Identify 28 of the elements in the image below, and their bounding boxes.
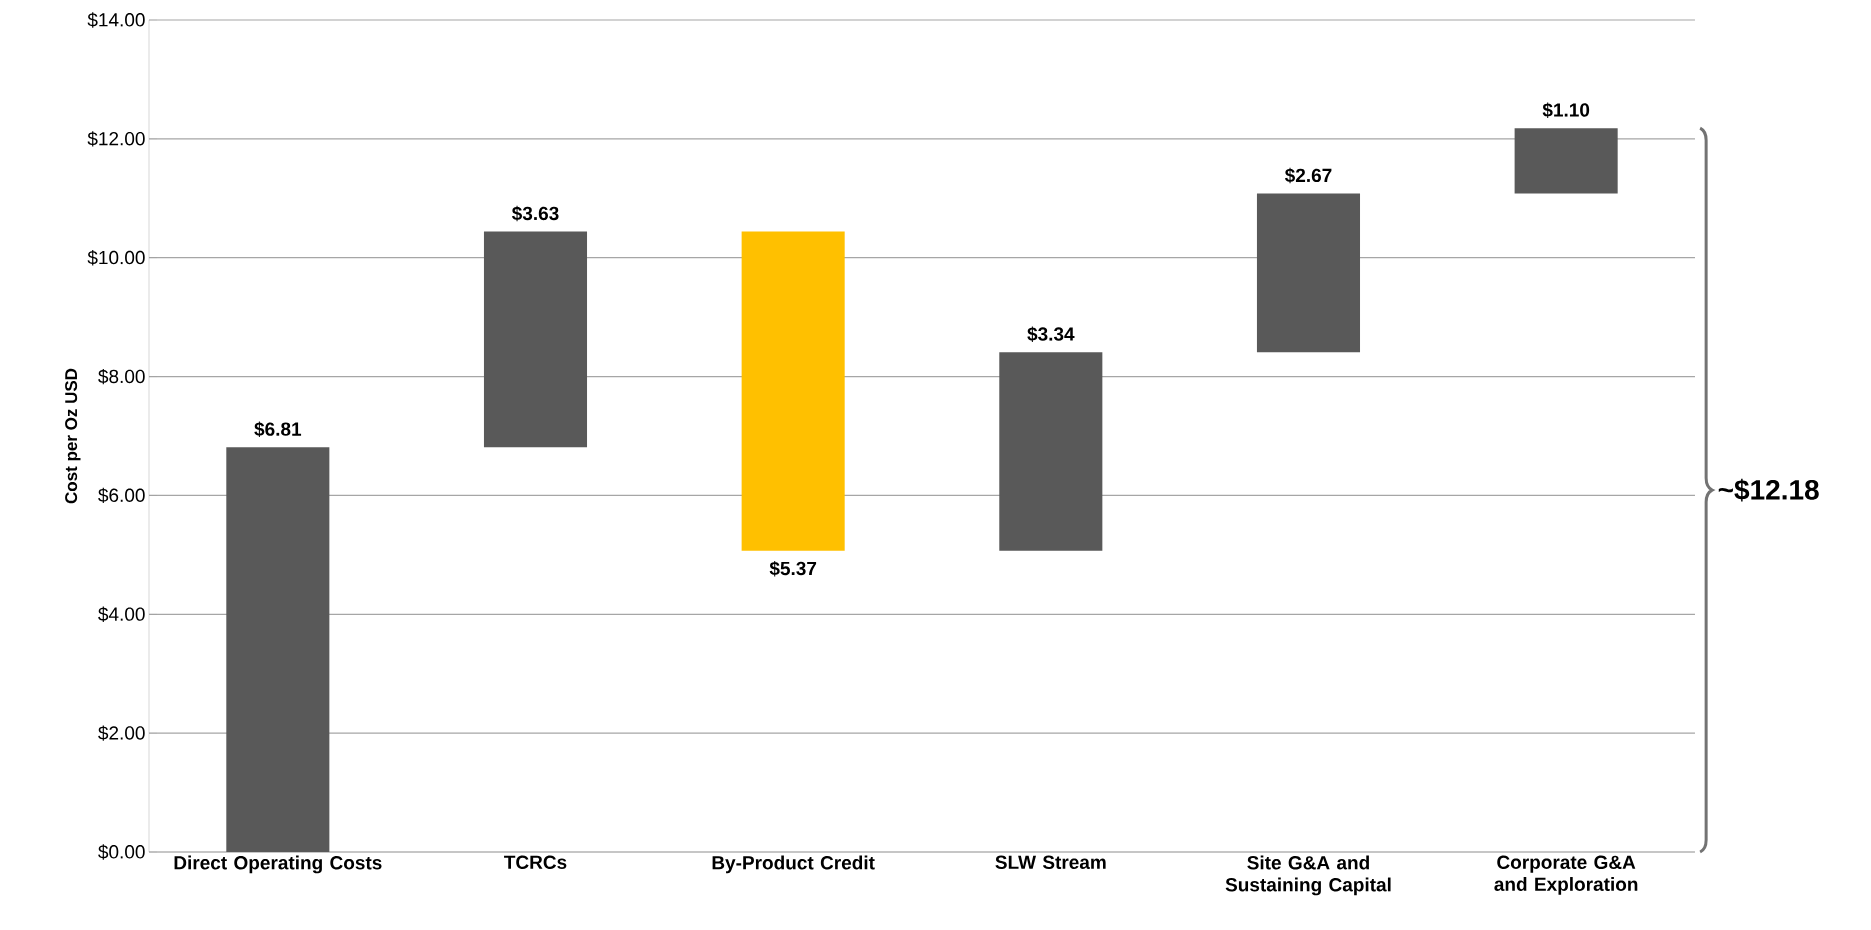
data-label: $5.37 [769, 560, 817, 577]
bar [1514, 128, 1618, 194]
data-label: $3.63 [511, 205, 559, 222]
data-label: $2.67 [1284, 167, 1332, 184]
data-label: $6.81 [254, 421, 302, 438]
x-tick-label: Corporate G&A and Exploration [1494, 855, 1638, 895]
y-tick-label: $12.00 [87, 131, 145, 147]
y-tick-label: $2.00 [98, 725, 145, 741]
x-tick-label: Direct Operating Costs [174, 855, 382, 874]
y-tick-label: $0.00 [98, 844, 145, 860]
y-tick-label: $6.00 [98, 487, 145, 504]
x-tick-label: By-Product Credit [712, 855, 875, 874]
bar [999, 352, 1103, 551]
text: ~$12.18 [1718, 478, 1819, 502]
data-label: $1.10 [1542, 102, 1590, 118]
y-axis-title: Cost per Oz USD [65, 368, 81, 504]
y-tick-label: $14.00 [87, 12, 145, 28]
bar [226, 447, 330, 852]
y-tick-label: $8.00 [98, 368, 145, 385]
bar [741, 231, 845, 551]
data-label: $3.34 [1027, 326, 1075, 342]
bar [483, 231, 588, 448]
x-tick-label: SLW Stream [995, 855, 1106, 869]
y-tick-label: $10.00 [87, 250, 145, 266]
y-tick-label: $4.00 [98, 606, 145, 622]
x-tick-label: Site G&A and Sustaining Capital [1225, 855, 1391, 896]
bar [1256, 193, 1361, 353]
x-tick-label: TCRCs [504, 855, 567, 869]
